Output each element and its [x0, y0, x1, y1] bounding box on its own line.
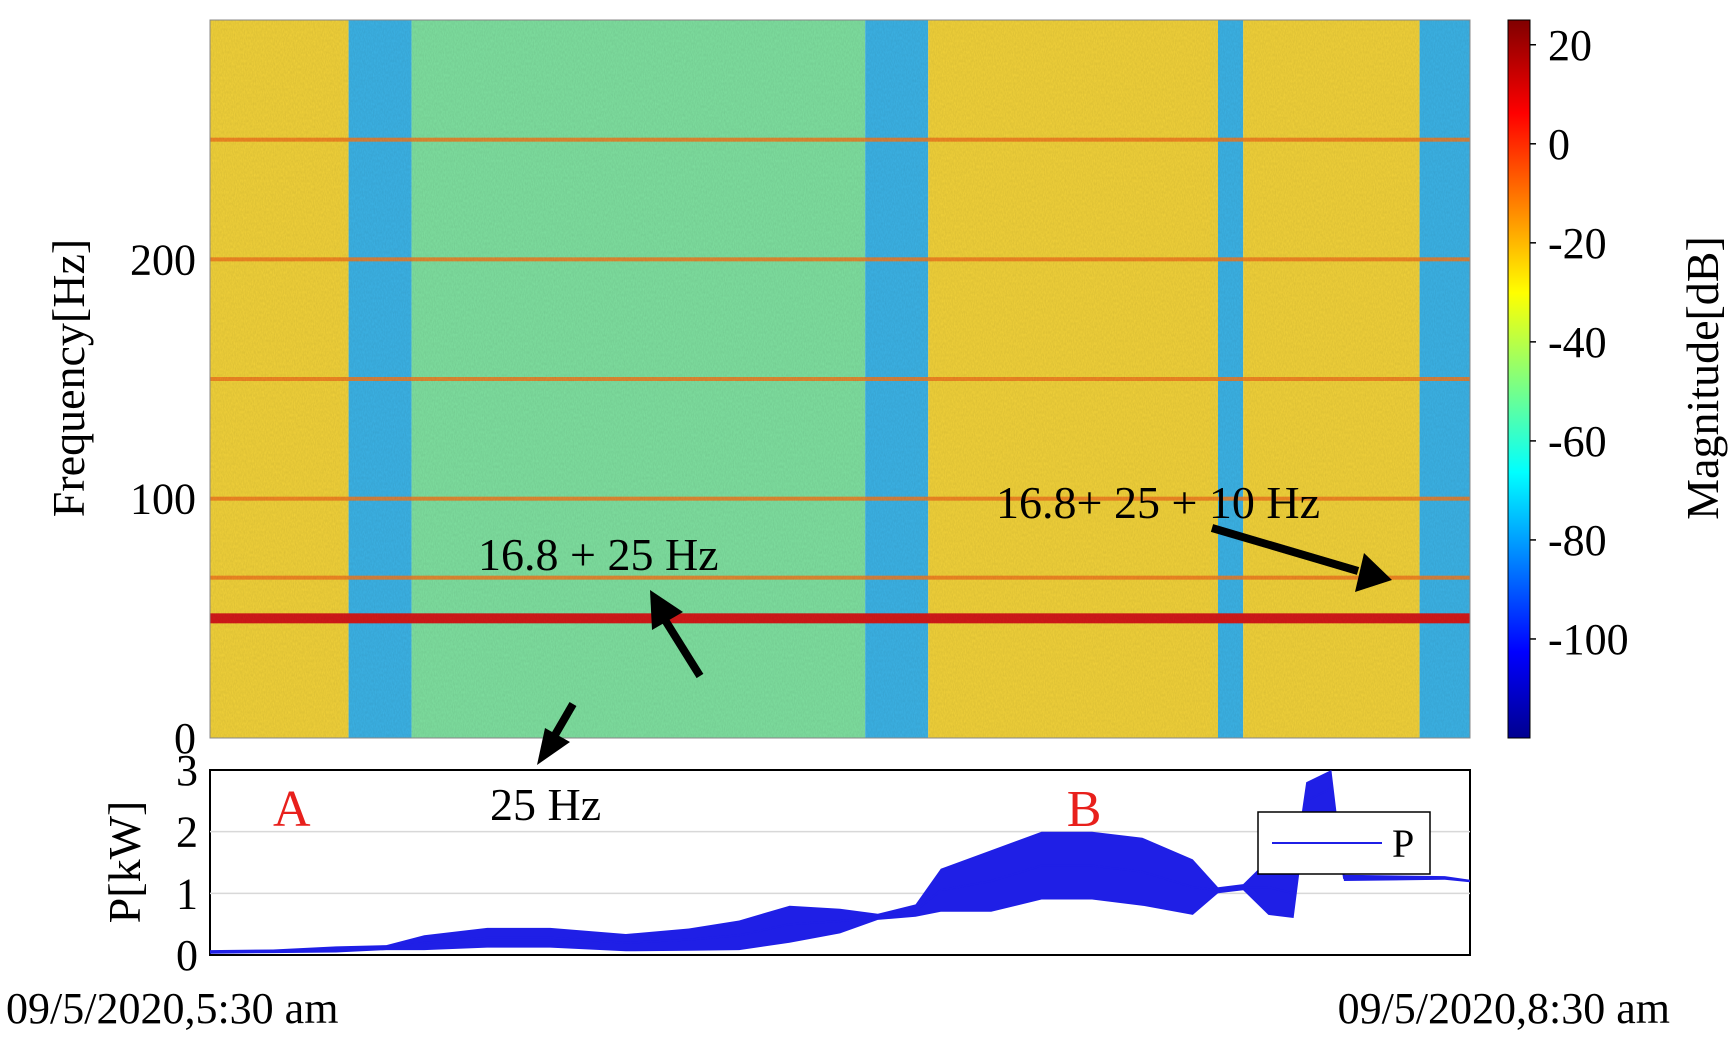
colorbar-tick-2: -20 [1548, 219, 1607, 268]
spectrogram-panel: 0 100 200 Frequency[Hz] [43, 19, 1471, 763]
power-y-tick-2: 2 [176, 808, 198, 857]
colorbar-tick-3: -40 [1548, 318, 1607, 367]
series-P-band [210, 770, 1470, 954]
colorbar-tick-0: 20 [1548, 21, 1592, 70]
power-legend: P [1257, 811, 1431, 875]
power-y-tick-0: 0 [176, 931, 198, 980]
arrow-25-hz [537, 701, 577, 765]
colorbar-tick-6: -100 [1548, 615, 1629, 664]
spectrogram-noise-texture [210, 20, 1470, 738]
region-label-a: A [273, 781, 311, 838]
colorbar: 20 0 -20 -40 -60 -80 -100 Magnitude[dB] [1507, 19, 1728, 739]
power-y-tick-3: 3 [176, 746, 198, 795]
x-tick-end-date: 09/5/2020,8:30 am [1338, 984, 1670, 1033]
power-y-label: P[kW] [99, 801, 150, 924]
annotations: 16.8 + 25 Hz 16.8+ 25 + 10 Hz 25 Hz [478, 477, 1392, 830]
region-label-b: B [1067, 781, 1102, 838]
colorbar-label: Magnitude[dB] [1677, 236, 1728, 520]
annotation-16-8-plus-25-plus-10-hz: 16.8+ 25 + 10 Hz [996, 477, 1320, 528]
power-y-ticks: 0 1 2 3 [176, 746, 198, 980]
spectrogram-y-ticks: 0 100 200 [130, 235, 196, 763]
colorbar-gradient [1507, 19, 1531, 739]
spectrogram-y-tick-200: 200 [130, 235, 196, 284]
annotation-25-hz: 25 Hz [490, 779, 601, 830]
colorbar-tick-4: -60 [1548, 417, 1607, 466]
arrow-16-8-plus-25-hz [650, 590, 704, 679]
legend-entry-P: P [1392, 821, 1414, 866]
spectrogram-y-tick-0: 0 [174, 714, 196, 763]
annotation-16-8-plus-25-hz: 16.8 + 25 Hz [478, 529, 719, 580]
arrow-16-8-plus-25-plus-10-hz [1210, 524, 1392, 592]
colorbar-tick-1: 0 [1548, 120, 1570, 169]
spectrogram-y-tick-100: 100 [130, 475, 196, 524]
spectrogram-y-label: Frequency[Hz] [43, 239, 94, 517]
spectrogram-frame [209, 19, 1471, 739]
x-tick-start-date: 09/5/2020,5:30 am [6, 984, 338, 1033]
colorbar-ticks: 20 0 -20 -40 -60 -80 -100 [1530, 21, 1629, 664]
power-y-tick-1: 1 [176, 869, 198, 918]
colorbar-tick-5: -80 [1548, 516, 1607, 565]
